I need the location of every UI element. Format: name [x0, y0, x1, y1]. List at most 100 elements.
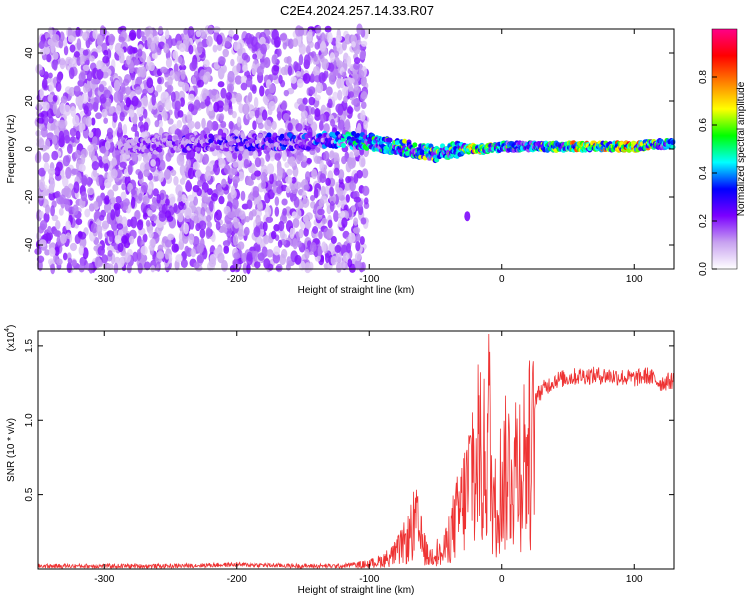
colorbar-tick-label: 0.0: [698, 262, 709, 276]
noise-mark: [301, 197, 310, 208]
noise-mark: [121, 216, 128, 228]
noise-mark: [306, 157, 312, 165]
noise-mark: [234, 75, 243, 85]
noise-mark: [271, 54, 278, 65]
noise-mark: [39, 88, 45, 99]
noise-mark: [146, 77, 154, 89]
noise-mark: [127, 45, 134, 55]
noise-mark: [59, 57, 66, 70]
noise-mark: [266, 249, 274, 258]
noise-mark: [72, 204, 79, 216]
noise-mark: [286, 56, 292, 65]
noise-mark: [283, 89, 290, 97]
noise-mark: [196, 79, 205, 88]
noise-mark: [184, 245, 190, 254]
noise-mark: [285, 186, 291, 194]
noise-mark: [263, 234, 270, 245]
noise-mark: [360, 217, 367, 225]
noise-mark: [69, 127, 77, 137]
noise-mark: [46, 132, 55, 141]
noise-mark: [187, 167, 195, 180]
noise-mark: [38, 138, 45, 149]
noise-mark: [254, 260, 261, 269]
noise-mark: [128, 235, 135, 245]
noise-mark: [325, 86, 333, 96]
noise-mark: [264, 206, 272, 217]
noise-mark: [94, 95, 102, 104]
signal-mark: [250, 146, 256, 152]
noise-mark: [254, 170, 261, 177]
noise-mark: [48, 81, 55, 93]
noise-mark: [125, 97, 131, 108]
noise-mark: [218, 158, 226, 169]
noise-mark: [255, 214, 261, 226]
noise-mark: [45, 231, 53, 241]
noise-mark: [217, 252, 225, 264]
y-tick-label: -20: [24, 189, 35, 204]
noise-mark: [232, 175, 240, 184]
noise-mark: [333, 68, 339, 77]
noise-mark: [79, 55, 85, 66]
noise-mark: [295, 122, 303, 132]
noise-mark: [197, 179, 204, 187]
noise-mark: [205, 227, 211, 239]
noise-mark: [195, 30, 202, 38]
noise-mark: [98, 214, 105, 221]
noise-mark: [98, 159, 103, 168]
noise-mark: [48, 116, 54, 124]
noise-mark: [330, 235, 337, 244]
signal-mark: [224, 146, 230, 152]
noise-mark: [144, 26, 151, 37]
noise-mark: [240, 190, 246, 201]
noise-mark: [235, 92, 243, 103]
noise-mark: [88, 131, 94, 138]
noise-mark: [118, 36, 125, 43]
colorbar-frame: [711, 28, 738, 270]
noise-mark: [95, 112, 102, 120]
signal-mark: [195, 146, 201, 152]
noise-mark: [343, 95, 348, 104]
noise-mark: [274, 152, 282, 161]
noise-mark: [194, 121, 201, 130]
noise-mark: [267, 263, 274, 271]
noise-mark: [194, 150, 201, 162]
noise-mark: [122, 78, 130, 86]
signal-mark: [266, 132, 272, 138]
noise-mark: [133, 58, 140, 66]
noise-mark: [274, 196, 280, 207]
noise-mark: [142, 95, 148, 107]
noise-mark: [320, 32, 326, 44]
x-tick-label: -100: [359, 574, 379, 585]
noise-mark: [142, 195, 150, 205]
noise-mark: [236, 54, 244, 64]
noise-mark: [260, 171, 267, 183]
noise-mark: [39, 239, 47, 248]
noise-mark: [117, 242, 124, 253]
noise-mark: [277, 48, 282, 57]
noise-mark: [285, 263, 291, 271]
noise-mark: [156, 49, 162, 56]
noise-mark: [168, 193, 176, 206]
noise-mark: [244, 32, 253, 45]
signal-mark: [167, 134, 173, 140]
noise-mark: [36, 255, 45, 263]
noise-mark: [341, 217, 348, 228]
noise-mark: [116, 223, 124, 230]
noise-mark: [125, 55, 131, 65]
noise-mark: [268, 100, 276, 112]
noise-mark: [363, 120, 368, 130]
y-tick-label: 1.0: [24, 413, 35, 427]
noise-mark: [71, 168, 79, 175]
x-tick-label: 0: [499, 574, 505, 585]
noise-mark: [252, 185, 260, 195]
x-tick-label: -100: [359, 274, 379, 285]
noise-mark: [106, 48, 112, 60]
spectrogram-x-axis-title: Height of straight line (km): [298, 285, 415, 296]
noise-mark: [361, 168, 369, 179]
noise-mark: [125, 86, 131, 96]
noise-mark: [137, 48, 143, 57]
noise-mark: [252, 150, 259, 160]
noise-mark: [56, 73, 62, 84]
noise-mark: [145, 219, 151, 227]
noise-mark: [98, 174, 104, 187]
